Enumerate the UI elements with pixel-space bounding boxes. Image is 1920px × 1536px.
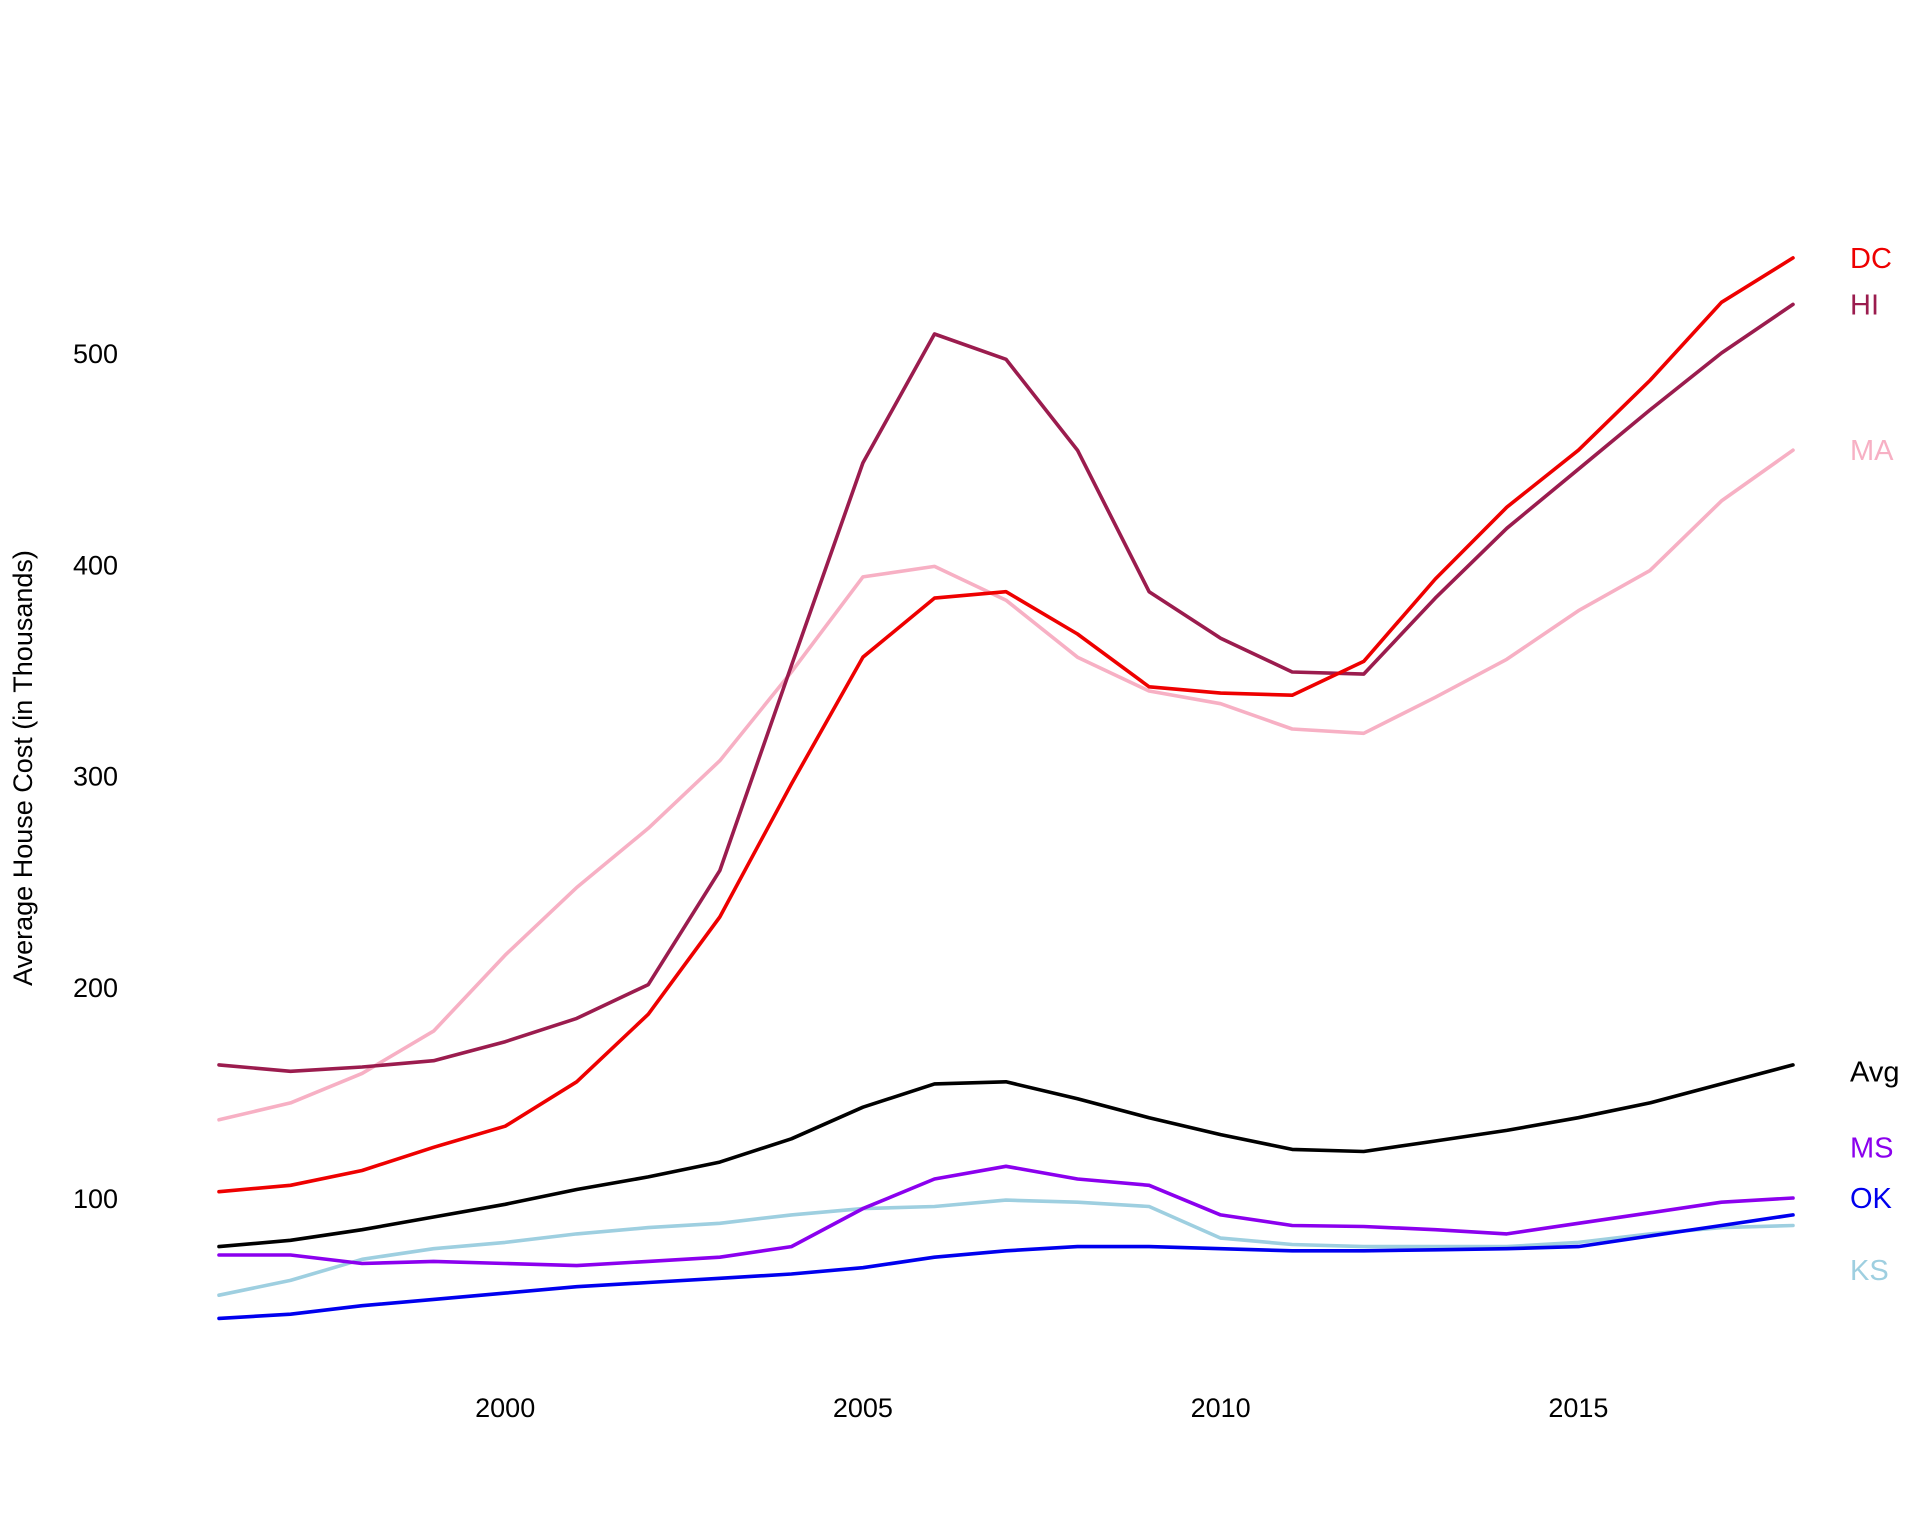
y-tick-label: 300 bbox=[73, 762, 118, 792]
x-tick-label: 2010 bbox=[1191, 1393, 1251, 1423]
series-line-hi bbox=[217, 302, 1795, 1074]
y-axis: Average House Cost (in Thousands) 100 200… bbox=[8, 339, 118, 1214]
y-tick-label: 200 bbox=[73, 973, 118, 1003]
x-tick-label: 2015 bbox=[1548, 1393, 1608, 1423]
series-label-ms: MS bbox=[1850, 1132, 1894, 1164]
x-tick-label: 2005 bbox=[833, 1393, 893, 1423]
series-label-ks: KS bbox=[1850, 1255, 1889, 1287]
x-tick-label: 2000 bbox=[475, 1393, 535, 1423]
y-tick-labels: 100 200 300 400 500 bbox=[73, 339, 118, 1214]
series-label-dc: DC bbox=[1850, 243, 1892, 275]
y-axis-title: Average House Cost (in Thousands) bbox=[8, 550, 38, 986]
y-tick-label: 100 bbox=[73, 1184, 118, 1214]
series-label-ok: OK bbox=[1850, 1183, 1893, 1215]
series-labels: KS OK MS Avg MA HI DC bbox=[1850, 243, 1899, 1287]
y-tick-label: 400 bbox=[73, 550, 118, 580]
series-line-ms bbox=[217, 1164, 1795, 1268]
series-line-ks bbox=[217, 1198, 1795, 1297]
series-line-ma bbox=[217, 448, 1795, 1122]
x-tick-labels: 2000 2005 2010 2015 bbox=[475, 1393, 1608, 1423]
series-label-avg: Avg bbox=[1850, 1056, 1899, 1088]
series-line-avg bbox=[217, 1063, 1795, 1249]
series-label-ma: MA bbox=[1850, 435, 1894, 467]
series-lines bbox=[217, 256, 1795, 1321]
series-label-hi: HI bbox=[1850, 289, 1879, 321]
series-line-dc bbox=[217, 256, 1795, 1194]
series-line-ok bbox=[217, 1213, 1795, 1321]
x-axis: 2000 2005 2010 2015 bbox=[475, 1393, 1608, 1423]
y-tick-label: 500 bbox=[73, 339, 118, 369]
